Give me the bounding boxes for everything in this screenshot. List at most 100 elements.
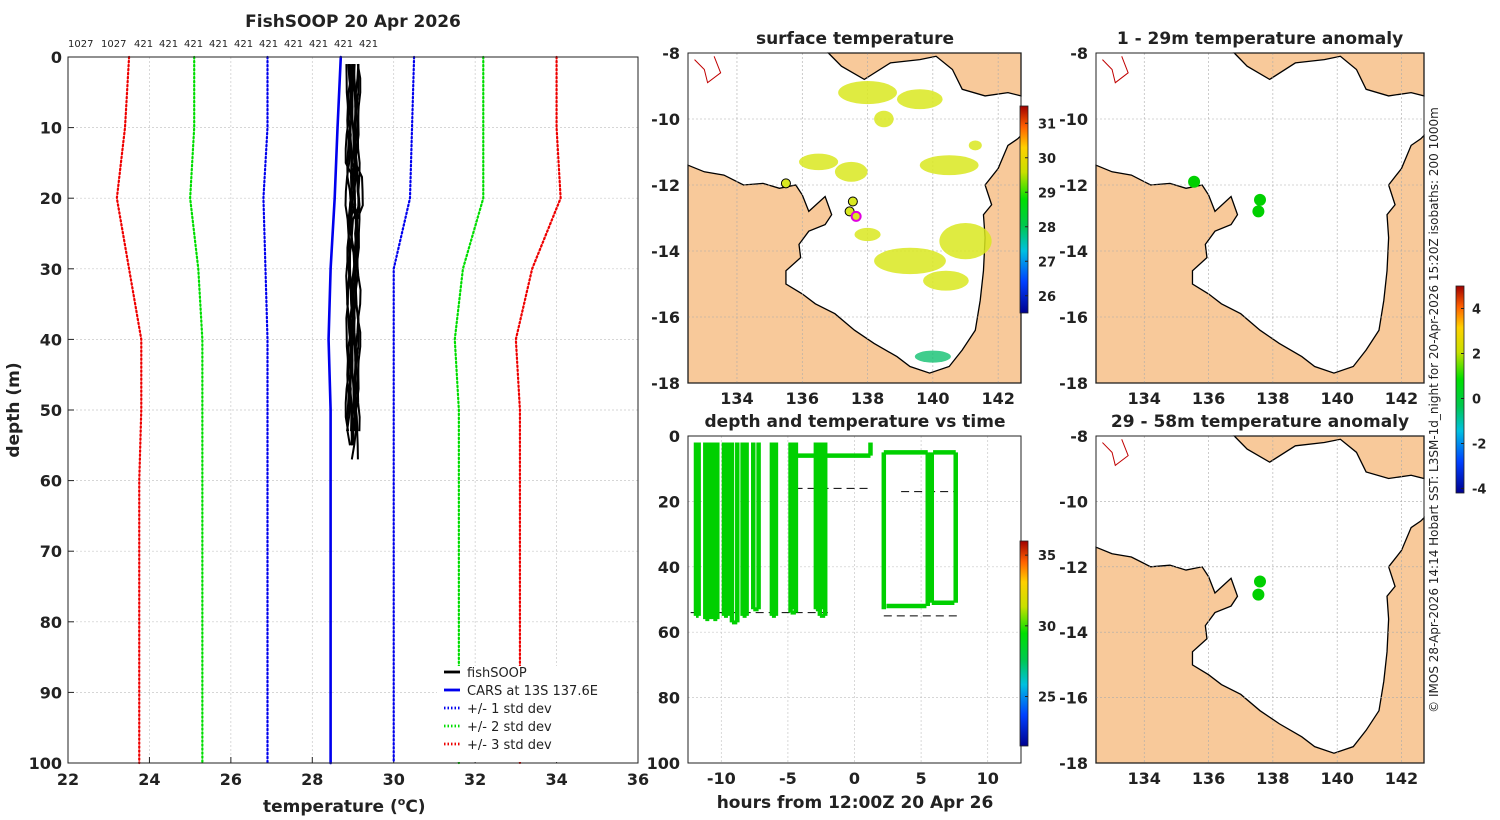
colorbar-tick-label: 0 <box>1472 393 1481 408</box>
colorbar-tick-label: 29 <box>1038 186 1056 201</box>
cars-mean-line <box>327 55 343 765</box>
anomaly-shallow-title: 1 - 29m temperature anomaly <box>1117 29 1403 49</box>
sst-patch <box>799 153 839 171</box>
sst-patch <box>923 270 969 291</box>
time-depth-title: depth and temperature vs time <box>705 412 1006 432</box>
australia-landmass <box>1095 133 1425 384</box>
profile-x-tick-label: 24 <box>138 770 160 789</box>
std-lower-line <box>262 55 269 765</box>
colorbar-tick-label: 28 <box>1038 221 1056 236</box>
map-x-tick-label: 142 <box>1385 769 1418 788</box>
map-x-tick-label: 136 <box>786 389 819 408</box>
map-x-tick-label: 134 <box>720 389 753 408</box>
australia-landmass <box>1095 516 1425 764</box>
profile-count-label: 421 <box>334 39 353 50</box>
sst-patch <box>896 89 943 110</box>
station-marker <box>847 196 858 207</box>
time-y-tick-label: 100 <box>647 754 680 773</box>
profile-x-tick-label: 26 <box>220 770 242 789</box>
time-x-tick-label: 5 <box>916 769 927 788</box>
profile-count-label: 421 <box>234 39 253 50</box>
map-y-tick-label: -8 <box>1070 427 1088 446</box>
map-frame <box>1095 52 1425 384</box>
station-marker <box>850 210 862 222</box>
profile-y-tick-label: 30 <box>40 260 62 279</box>
profile-y-tick-label: 10 <box>40 119 62 138</box>
profile-y-tick-label: 40 <box>40 330 62 349</box>
time-y-tick-label: 40 <box>658 558 680 577</box>
sst-patch-cool <box>914 350 951 363</box>
anomaly-colorbar: 4 2 0 -2 -4 <box>1455 285 1486 498</box>
map-x-tick-label: 138 <box>1256 769 1289 788</box>
map-y-tick-label: -14 <box>651 242 680 261</box>
colorbar-tick-label: -2 <box>1472 438 1486 453</box>
std-upper-line <box>453 55 485 765</box>
map-x-tick-label: 134 <box>1128 769 1161 788</box>
map-y-tick-label: -10 <box>651 110 680 129</box>
profile-x-tick-labels: 22 24 26 28 30 32 34 36 <box>57 770 649 789</box>
legend-entries: fishSOOP CARS at 13S 137.6E +/- 1 std dev +… <box>444 666 598 753</box>
map-y-tick-label: -16 <box>1059 689 1088 708</box>
profile-y-tick-label: 90 <box>40 683 62 702</box>
sst-patch <box>854 227 881 242</box>
map-y-tick-label: -10 <box>1059 492 1088 511</box>
map-y-tick-label: -16 <box>651 308 680 327</box>
profile-x-tick-label: 30 <box>383 770 405 789</box>
time-x-tick-label: 0 <box>849 769 860 788</box>
legend-label: fishSOOP <box>467 666 527 681</box>
colorbar-tick-label: 4 <box>1472 303 1481 318</box>
colorbar-tick-label: 26 <box>1038 290 1056 305</box>
map-y-tick-label: -16 <box>1059 308 1088 327</box>
profile-count-label: 421 <box>259 39 278 50</box>
profile-y-tick-labels: 0 10 20 30 40 50 60 70 80 90 100 <box>29 48 62 773</box>
colorbar-tick-label: 30 <box>1038 152 1056 167</box>
anomaly-deep-map: 134 136 138 140 142 -8 -10 -12 -14 -16 -18 <box>1059 427 1425 788</box>
profile-x-tick-label: 32 <box>464 770 486 789</box>
sst-patch <box>874 110 894 128</box>
legend-box <box>437 666 637 762</box>
anomaly-colorbar-bar <box>1455 285 1465 494</box>
time-colorbar-ticks: 25 30 35 <box>1025 549 1056 706</box>
map-y-tick-label: -8 <box>662 44 680 63</box>
anomaly-shallow-map: 134 136 138 140 142 -8 -10 -12 -14 -16 -18 <box>1059 44 1425 408</box>
profile-count-label: 421 <box>284 39 303 50</box>
map-x-tick-label: 142 <box>981 389 1014 408</box>
map-y-tick-label: -8 <box>1070 44 1088 63</box>
profile-count-label: 421 <box>359 39 378 50</box>
fishsoop-profile-line <box>354 63 362 432</box>
profile-count-label: 421 <box>309 39 328 50</box>
map-x-tick-label: 140 <box>1320 769 1353 788</box>
fishsoop-profiles <box>344 63 364 460</box>
profile-panel: FishSOOP 20 Apr 2026 1027 1027 421 421 421 42… <box>4 12 649 817</box>
map-y-tick-label: -18 <box>651 374 680 393</box>
profile-y-tick-label: 100 <box>29 754 62 773</box>
profile-ylabel: depth (m) <box>4 362 24 457</box>
map-x-tick-label: 134 <box>1128 389 1161 408</box>
australia-landmass <box>687 133 1022 384</box>
time-x-tick-label: 10 <box>977 769 999 788</box>
sst-patch <box>939 222 992 260</box>
profile-series <box>115 55 562 765</box>
std-lower-line <box>189 55 204 765</box>
anomaly-deep-title: 29 - 58m temperature anomaly <box>1111 412 1409 432</box>
profile-y-tick-label: 70 <box>40 542 62 561</box>
profile-count-label: 421 <box>209 39 228 50</box>
anomaly-marker <box>1252 205 1265 218</box>
profile-count-label: 421 <box>184 39 203 50</box>
time-y-tick-label: 80 <box>658 689 680 708</box>
sst-colorbar: 26 27 28 29 30 31 <box>1019 105 1056 314</box>
legend-label: +/- 2 std dev <box>467 720 552 735</box>
map-y-tick-label: -12 <box>651 176 680 195</box>
map-y-tick-label: -14 <box>1059 242 1088 261</box>
profile-xlabel: temperature (oC) <box>263 795 426 817</box>
anomaly-colorbar-ticks: 4 2 0 -2 -4 <box>1461 303 1486 498</box>
time-x-tick-label: -10 <box>707 769 736 788</box>
map-x-tick-label: 138 <box>851 389 884 408</box>
sst-title: surface temperature <box>756 29 954 49</box>
profile-count-label: 421 <box>159 39 178 50</box>
legend-label: +/- 3 std dev <box>467 738 552 753</box>
sst-map: 134 136 138 140 142 -8 -10 -12 -14 -16 -18 <box>651 44 1022 408</box>
std-lower-line <box>115 55 143 765</box>
std-upper-line <box>392 55 416 765</box>
